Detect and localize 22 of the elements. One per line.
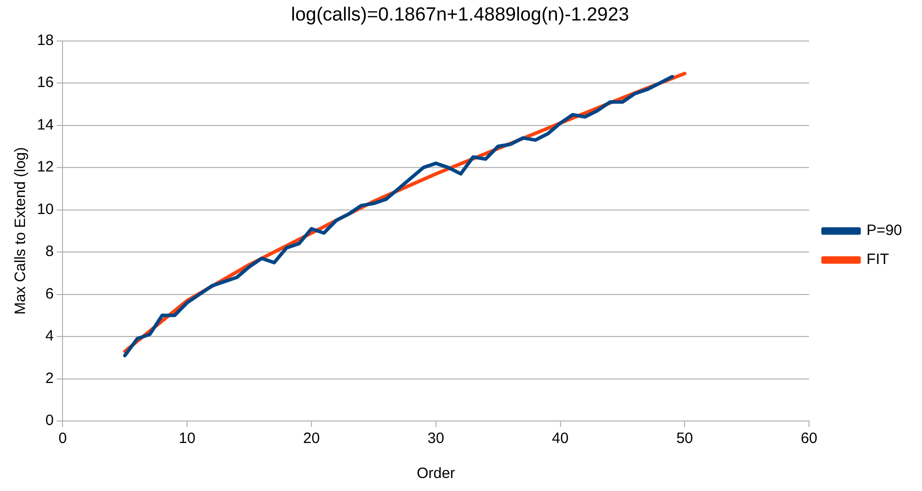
legend-label: FIT bbox=[866, 251, 890, 268]
legend-label: P=90 bbox=[866, 222, 902, 240]
x-tick-label: 10 bbox=[178, 430, 196, 448]
y-tick-label: 14 bbox=[36, 116, 54, 134]
y-tick-label: 10 bbox=[36, 200, 54, 218]
y-tick-label: 18 bbox=[36, 32, 54, 49]
y-tick-label: 2 bbox=[45, 370, 54, 387]
chart-title: log(calls)=0.1867n+1.4889log(n)-1.2923 bbox=[290, 4, 630, 26]
y-tick-label: 12 bbox=[36, 158, 54, 176]
x-tick-label: 0 bbox=[58, 430, 67, 448]
x-tick-label: 20 bbox=[303, 430, 320, 448]
y-tick-label: 6 bbox=[45, 285, 54, 302]
x-tick-label: 60 bbox=[800, 430, 818, 448]
y-tick-label: 4 bbox=[45, 328, 54, 345]
x-tick-label: 40 bbox=[552, 430, 569, 448]
x-tick-label: 30 bbox=[428, 430, 444, 448]
x-axis-title: Order bbox=[416, 465, 456, 482]
y-axis-title: Max Calls to Extend (log) bbox=[12, 147, 30, 315]
x-tick-label: 50 bbox=[676, 430, 693, 448]
y-tick-label: 8 bbox=[45, 243, 54, 260]
y-tick-label: 0 bbox=[45, 412, 54, 430]
y-tick-label: 16 bbox=[36, 74, 54, 92]
